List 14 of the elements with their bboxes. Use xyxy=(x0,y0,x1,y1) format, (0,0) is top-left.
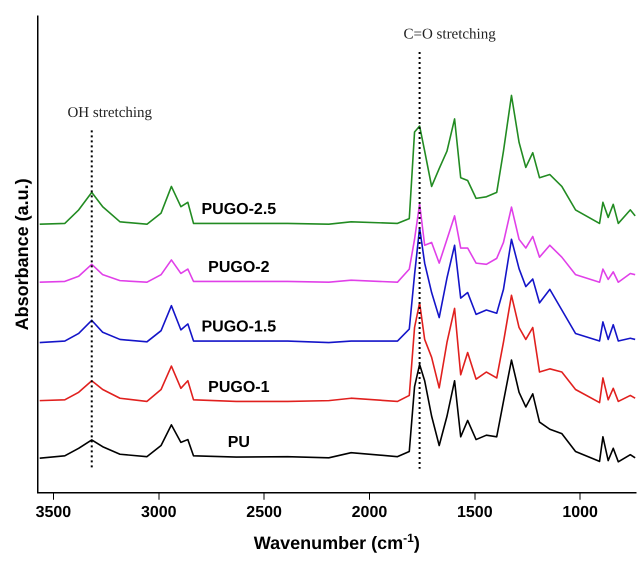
x-tick-label: 2000 xyxy=(352,504,388,521)
series-label: PUGO-1 xyxy=(208,378,270,396)
x-tick-label: 2500 xyxy=(246,504,282,521)
ref-line-label: C=O stretching xyxy=(404,26,496,42)
x-tick-label: 3000 xyxy=(140,504,177,521)
series-label: PUGO-1.5 xyxy=(201,318,276,336)
x-tick-label: 1000 xyxy=(562,504,598,521)
series-label: PUGO-2.5 xyxy=(201,200,276,218)
x-tick-label: 1500 xyxy=(457,504,493,521)
y-axis-title: Absorbance (a.u.) xyxy=(12,178,32,330)
ref-line-label: OH stretching xyxy=(67,104,153,121)
series-label: PU xyxy=(228,434,250,452)
x-tick-label: 3500 xyxy=(36,504,72,521)
series-label: PUGO-2 xyxy=(208,258,270,276)
